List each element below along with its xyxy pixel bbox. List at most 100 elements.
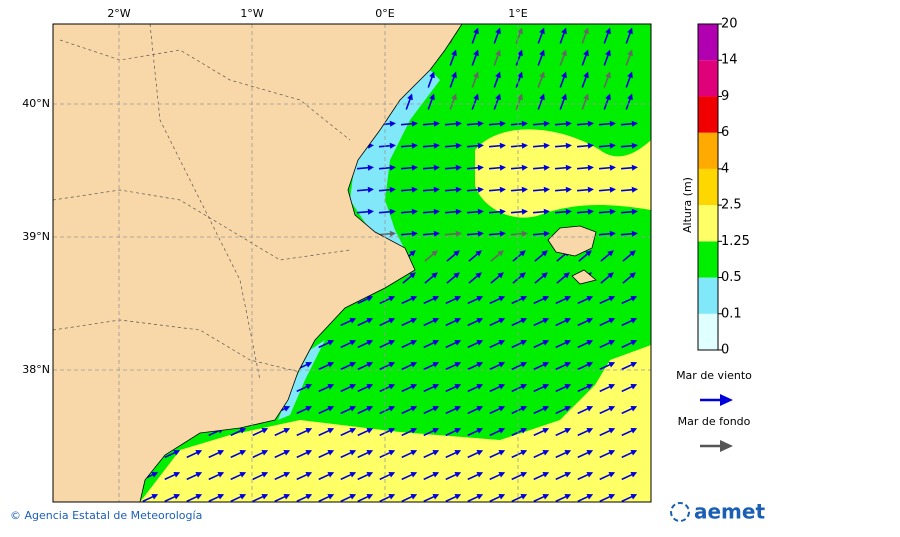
- arrow: [318, 450, 335, 459]
- arrow: [577, 494, 594, 502]
- arrow: [537, 49, 545, 66]
- arrow: [296, 472, 313, 481]
- arrow-head: [498, 296, 506, 302]
- legend-label: Mar de fondo: [678, 415, 751, 428]
- arrow: [230, 494, 247, 502]
- arrow: [357, 362, 374, 371]
- arrow-head: [476, 318, 484, 324]
- arrow-head: [499, 186, 506, 193]
- arrow-head: [473, 93, 479, 101]
- arrow: [424, 272, 438, 284]
- arrow: [599, 340, 616, 349]
- arrow: [621, 362, 638, 371]
- arrow-head: [389, 208, 396, 215]
- arrow-head: [542, 318, 550, 324]
- arrow-head: [565, 164, 572, 171]
- arrow-head: [410, 428, 418, 434]
- arrow-head: [563, 272, 570, 279]
- arrow: [622, 250, 636, 262]
- arrow-head: [151, 494, 159, 500]
- arrow: [466, 120, 484, 127]
- arrow-head: [432, 384, 440, 390]
- arrow: [318, 428, 335, 437]
- arrow-head: [631, 142, 638, 149]
- sea-yellow: [475, 129, 651, 218]
- arrow: [620, 164, 638, 171]
- arrow-head: [564, 406, 572, 412]
- arrow: [340, 494, 357, 502]
- arrow: [401, 318, 418, 327]
- arrow: [532, 120, 550, 127]
- arrow-head: [605, 93, 611, 101]
- arrow-head: [476, 340, 484, 346]
- arrow-head: [388, 318, 396, 324]
- arrow-head: [520, 428, 528, 434]
- arrow-head: [627, 27, 633, 35]
- arrow-head: [473, 71, 479, 79]
- arrow-head: [586, 472, 594, 478]
- arrow-head: [431, 250, 438, 257]
- arrow-head: [565, 120, 572, 127]
- arrow-head: [498, 472, 506, 478]
- arrow-head: [586, 494, 594, 500]
- arrow-head: [476, 296, 484, 302]
- arrow-head: [283, 406, 291, 412]
- colorbar-label: 6: [721, 125, 729, 140]
- arrow: [578, 250, 592, 262]
- arrow: [581, 93, 589, 110]
- arrow-head: [561, 93, 567, 101]
- land: [53, 24, 463, 502]
- arrow-head: [608, 340, 616, 346]
- arrow-head: [410, 362, 418, 368]
- arrow: [493, 49, 501, 66]
- colorbar-label: 0.5: [721, 270, 742, 285]
- arrow: [577, 384, 594, 393]
- arrow: [318, 406, 335, 415]
- arrow: [445, 296, 462, 305]
- arrow-head: [455, 208, 462, 215]
- arrow-head: [305, 406, 313, 412]
- arrow: [511, 428, 528, 437]
- arrow: [445, 340, 462, 349]
- arrow-head: [521, 164, 528, 171]
- arrow-head: [454, 428, 462, 434]
- arrow-head: [451, 93, 457, 101]
- arrow: [625, 27, 633, 44]
- arrow-head: [517, 93, 523, 101]
- arrow-head: [608, 450, 616, 456]
- arrow: [555, 384, 572, 393]
- arrow: [537, 27, 545, 44]
- arrow-head: [609, 186, 616, 193]
- arrow: [471, 93, 479, 110]
- arrow-head: [519, 250, 526, 257]
- arrow: [577, 296, 594, 305]
- arrow: [490, 250, 504, 262]
- arrow-head: [411, 230, 418, 237]
- arrow: [466, 208, 484, 215]
- map-area: [53, 24, 651, 502]
- arrow-head: [476, 494, 484, 500]
- arrow-head: [542, 472, 550, 478]
- arrow-head: [432, 340, 440, 346]
- arrow: [555, 340, 572, 349]
- arrow-head: [454, 494, 462, 500]
- arrow: [533, 318, 550, 327]
- arrow: [467, 362, 484, 371]
- arrow-head: [630, 340, 638, 346]
- arrow: [427, 93, 435, 110]
- colorbar-band: [698, 60, 718, 97]
- lon-label: 2°W: [107, 7, 130, 20]
- arrow-head: [433, 230, 440, 237]
- arrow-head: [609, 230, 616, 237]
- arrow-head: [542, 296, 550, 302]
- arrow: [444, 120, 462, 127]
- arrow: [467, 450, 484, 459]
- arrow: [493, 71, 501, 88]
- arrow-head: [564, 318, 572, 324]
- arrow: [599, 318, 616, 327]
- arrow-head: [476, 428, 484, 434]
- arrow: [318, 472, 335, 481]
- arrow: [625, 71, 633, 88]
- arrow-head: [630, 450, 638, 456]
